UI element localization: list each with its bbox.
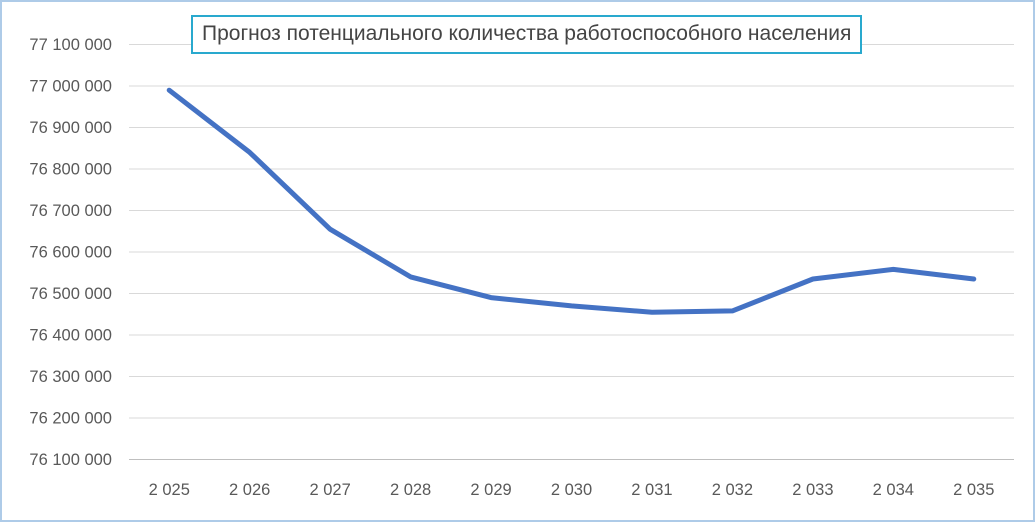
y-tick-label: 76 200 000: [29, 410, 112, 428]
y-tick-label: 76 400 000: [29, 327, 112, 345]
y-tick-label: 77 000 000: [29, 78, 112, 96]
x-tick-label: 2 031: [631, 481, 672, 499]
gridlines: [129, 44, 1014, 460]
x-tick-label: 2 029: [470, 481, 511, 499]
y-tick-label: 76 800 000: [29, 161, 112, 179]
x-tick-label: 2 030: [551, 481, 592, 499]
x-tick-label: 2 035: [953, 481, 994, 499]
x-tick-label: 2 025: [149, 481, 190, 499]
data-series-line: [166, 87, 977, 315]
x-tick-label: 2 032: [712, 481, 753, 499]
x-tick-label: 2 028: [390, 481, 431, 499]
y-tick-label: 76 100 000: [29, 451, 112, 469]
y-tick-label: 77 100 000: [29, 36, 112, 54]
x-tick-label: 2 033: [792, 481, 833, 499]
y-tick-label: 76 500 000: [29, 285, 112, 303]
y-tick-label: 76 700 000: [29, 202, 112, 220]
x-tick-label: 2 027: [309, 481, 350, 499]
y-tick-label: 76 600 000: [29, 244, 112, 262]
x-tick-label: 2 034: [873, 481, 914, 499]
y-axis-labels: 77 100 000 77 000 000 76 900 000 76 800 000…: [29, 36, 112, 469]
y-tick-label: 76 300 000: [29, 368, 112, 386]
y-tick-label: 76 900 000: [29, 119, 112, 137]
chart-title: Прогноз потенциального количества работо…: [191, 15, 863, 54]
x-axis-labels: 2 025 2 026 2 027 2 028 2 029 2 030 2 031 2 032…: [149, 481, 995, 499]
x-tick-label: 2 026: [229, 481, 270, 499]
